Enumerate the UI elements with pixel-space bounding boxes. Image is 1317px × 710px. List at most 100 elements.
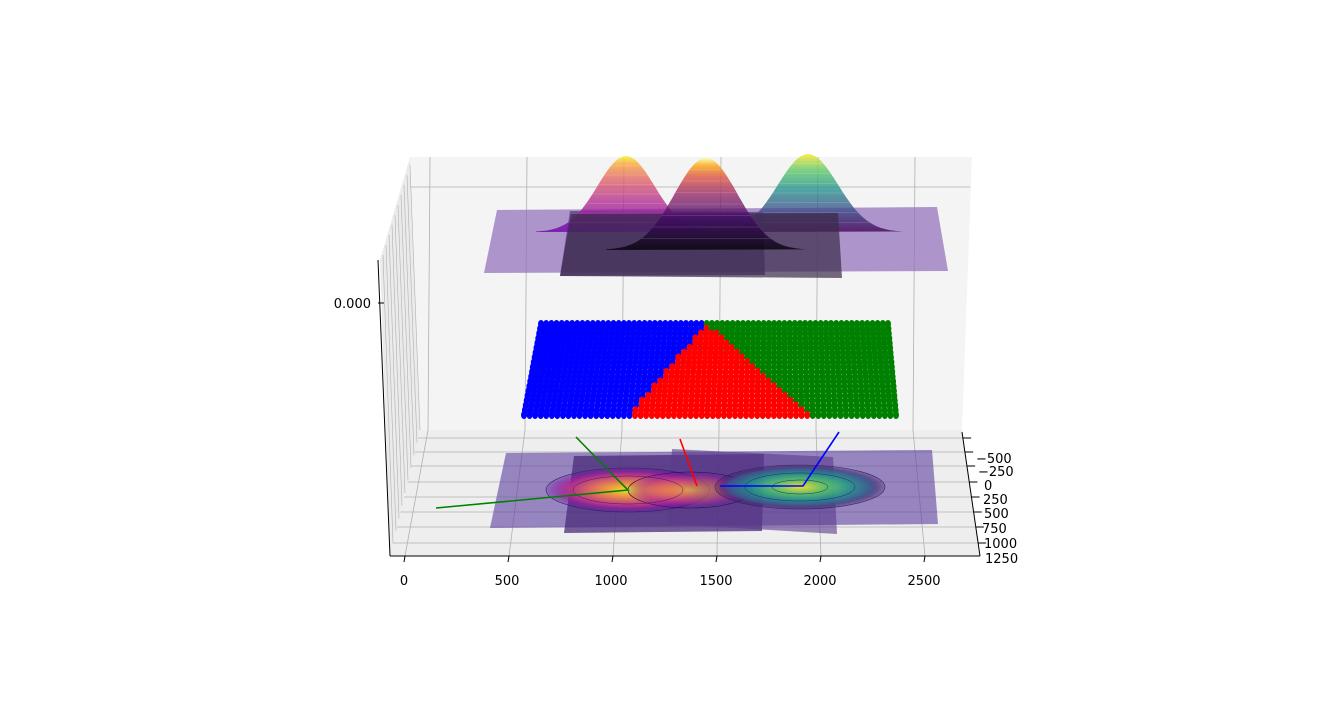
y-tick-label: −250	[978, 465, 1014, 480]
scatter-point	[782, 411, 788, 419]
scatter-point	[854, 411, 861, 419]
y-tick-label: −500	[976, 452, 1012, 467]
scatter-point	[559, 411, 566, 419]
grid-line-left	[397, 204, 409, 481]
grid-line-left	[391, 224, 403, 506]
direction-line-0	[435, 436, 630, 509]
scatter-point	[776, 411, 783, 419]
scatter-point	[709, 411, 716, 419]
scatter-point	[632, 411, 638, 419]
grid-line-x-back	[524, 156, 528, 431]
grid-line-left	[382, 254, 394, 544]
grid-line-left	[400, 194, 412, 468]
scatter-point	[609, 411, 616, 419]
x-tick-label: 2000	[803, 574, 836, 589]
scatter-point	[820, 411, 827, 419]
scatter-point	[881, 411, 888, 419]
scatter-point	[715, 411, 722, 419]
scatter-point	[804, 411, 811, 419]
grid-line-left	[388, 234, 400, 519]
scatter-point	[765, 411, 772, 419]
floor-contour-projection	[490, 449, 938, 534]
scatter-point	[809, 411, 816, 419]
y-tick-label: 1000	[984, 537, 1017, 552]
grid-line-x-back	[427, 156, 431, 431]
scatter-point	[620, 411, 627, 419]
grid-line-x-floor	[404, 429, 429, 557]
scatter-point	[859, 411, 866, 419]
scatter-point	[665, 411, 672, 419]
y-axis-line	[961, 431, 981, 557]
scatter-point	[654, 411, 661, 419]
scatter-point	[787, 411, 794, 419]
scatter-point	[732, 411, 738, 419]
scatter-point	[726, 411, 733, 419]
scatter-point	[521, 411, 527, 419]
x-tick-label: 1000	[594, 574, 627, 589]
scatter-point	[737, 411, 744, 419]
y-tick-label: 1250	[985, 552, 1018, 567]
x-tick-label: 1500	[699, 574, 732, 589]
scatter-point	[870, 411, 877, 419]
scatter-point	[848, 411, 855, 419]
scatter-point	[754, 411, 761, 419]
scatter-point	[793, 411, 800, 419]
scatter-point	[543, 411, 550, 419]
scatter-point	[815, 411, 822, 419]
scatter-point	[670, 411, 677, 419]
scatter-point	[615, 411, 622, 419]
scatter-point	[687, 411, 694, 419]
scatter-point	[659, 411, 666, 419]
scatter-point	[676, 411, 683, 419]
surface-inferno-mound	[606, 158, 806, 250]
scatter-point	[554, 411, 561, 419]
y-tick-label: 0	[984, 479, 992, 494]
x-tick-label: 2500	[907, 574, 940, 589]
scatter-point	[843, 411, 849, 419]
grid-line-left	[403, 184, 415, 456]
scatter-point	[548, 411, 555, 419]
y-tick-label: 750	[982, 522, 1007, 537]
scatter-point	[837, 411, 844, 419]
scatter-point	[643, 411, 650, 419]
scatter-point	[770, 411, 777, 419]
grid-line-left	[406, 174, 418, 443]
scatter-point	[720, 411, 727, 419]
floor-contour-viridis	[714, 464, 886, 510]
scatter-point	[887, 411, 894, 419]
scatter-point	[598, 411, 605, 419]
scatter-point	[893, 411, 899, 419]
direction-line-1	[679, 438, 698, 487]
scatter-point	[582, 411, 589, 419]
scatter-point	[748, 411, 755, 419]
scatter-point	[604, 411, 611, 419]
scatter-point	[698, 411, 705, 419]
grid-line-x-back	[912, 156, 916, 431]
scatter-point	[587, 411, 594, 419]
scatter-point	[759, 411, 766, 419]
scatter-point	[637, 411, 644, 419]
scatter-point	[565, 411, 572, 419]
classification-scatter	[521, 320, 899, 419]
scatter-point	[626, 411, 633, 419]
scatter-point	[537, 411, 544, 419]
scatter-point	[693, 411, 700, 419]
grid-line-left	[394, 214, 406, 494]
direction-lines	[435, 431, 840, 509]
tick-labels: 0 500 1000 1500 2000 2500−500−250025050075010…	[334, 297, 1018, 589]
z-axis-line	[377, 259, 391, 557]
scatter-point	[826, 411, 833, 419]
scatter-point	[526, 411, 533, 419]
grid-line-left	[385, 244, 397, 531]
x-tick-label: 0	[400, 574, 408, 589]
surface-inferno	[560, 158, 842, 278]
scatter-point	[704, 411, 711, 419]
gaussian-surfaces	[484, 154, 948, 278]
z-tick-label: 0.000	[334, 297, 371, 312]
axis-lines	[377, 259, 981, 557]
x-tick-label: 500	[495, 574, 520, 589]
scatter-point	[593, 411, 600, 419]
scatter-point	[876, 411, 883, 419]
scatter-point	[865, 411, 872, 419]
scatter-point	[831, 411, 838, 419]
